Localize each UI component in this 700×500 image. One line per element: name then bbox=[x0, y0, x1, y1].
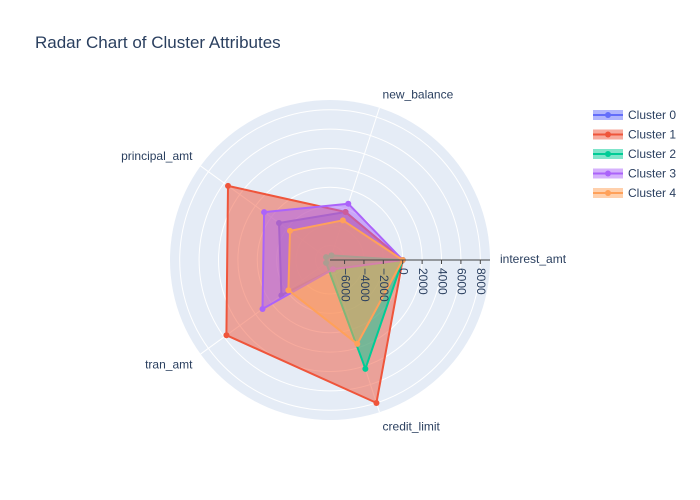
legend-label: Cluster 1 bbox=[628, 128, 676, 142]
radial-tick-label: 8000 bbox=[474, 268, 488, 295]
angular-label-tran-amt: tran_amt bbox=[145, 358, 193, 372]
data-point bbox=[223, 332, 230, 339]
radial-tick-label: −2000 bbox=[377, 268, 391, 302]
series-layer bbox=[223, 182, 406, 406]
radial-tick-label: 6000 bbox=[455, 268, 469, 295]
data-point bbox=[225, 182, 232, 189]
legend-swatch-marker bbox=[605, 131, 611, 138]
data-point bbox=[259, 306, 266, 313]
data-point bbox=[261, 209, 268, 216]
angular-label-credit-limit: credit_limit bbox=[383, 419, 441, 433]
series-area bbox=[287, 219, 404, 345]
data-point bbox=[286, 227, 293, 234]
angular-label-interest-amt: interest_amt bbox=[500, 252, 567, 266]
radial-tick-label: 0 bbox=[397, 268, 411, 275]
legend-swatch-marker bbox=[605, 170, 611, 177]
chart-title: Radar Chart of Cluster Attributes bbox=[35, 33, 281, 52]
legend-item[interactable]: Cluster 3 bbox=[593, 167, 676, 181]
data-point bbox=[373, 399, 380, 406]
data-point bbox=[339, 217, 346, 224]
legend-swatch-marker bbox=[605, 190, 611, 196]
radial-tick-label: −6000 bbox=[338, 268, 352, 302]
data-point bbox=[285, 287, 292, 294]
radial-tick-label: −4000 bbox=[358, 268, 372, 302]
legend-item[interactable]: Cluster 0 bbox=[593, 108, 676, 122]
angular-label-principal-amt: principal_amt bbox=[121, 149, 193, 163]
legend-label: Cluster 3 bbox=[628, 167, 676, 181]
legend[interactable]: Cluster 0 Cluster 1 Cluster 2 Cluster 3 Clus… bbox=[593, 108, 676, 200]
angular-label-new-balance: new_balance bbox=[383, 87, 454, 101]
legend-swatch-marker bbox=[605, 112, 611, 118]
legend-swatch-marker bbox=[605, 151, 611, 157]
legend-label: Cluster 4 bbox=[628, 186, 676, 200]
series-cluster-4 bbox=[285, 217, 406, 347]
legend-item[interactable]: Cluster 1 bbox=[593, 128, 676, 142]
radial-ticks: −6000 −4000 −2000 0 2000 4000 6000 8000 bbox=[330, 259, 490, 302]
legend-label: Cluster 2 bbox=[628, 147, 676, 161]
radial-tick-label: 4000 bbox=[435, 268, 449, 295]
radial-tick-label: 2000 bbox=[416, 268, 430, 295]
data-point bbox=[362, 365, 369, 372]
angular-labels: interest_amt new_balance principal_amttran… bbox=[121, 87, 567, 433]
legend-item[interactable]: Cluster 2 bbox=[593, 147, 676, 161]
legend-item[interactable]: Cluster 4 bbox=[593, 186, 676, 200]
data-point bbox=[354, 340, 361, 347]
data-point bbox=[345, 200, 352, 207]
legend-label: Cluster 0 bbox=[628, 108, 676, 122]
